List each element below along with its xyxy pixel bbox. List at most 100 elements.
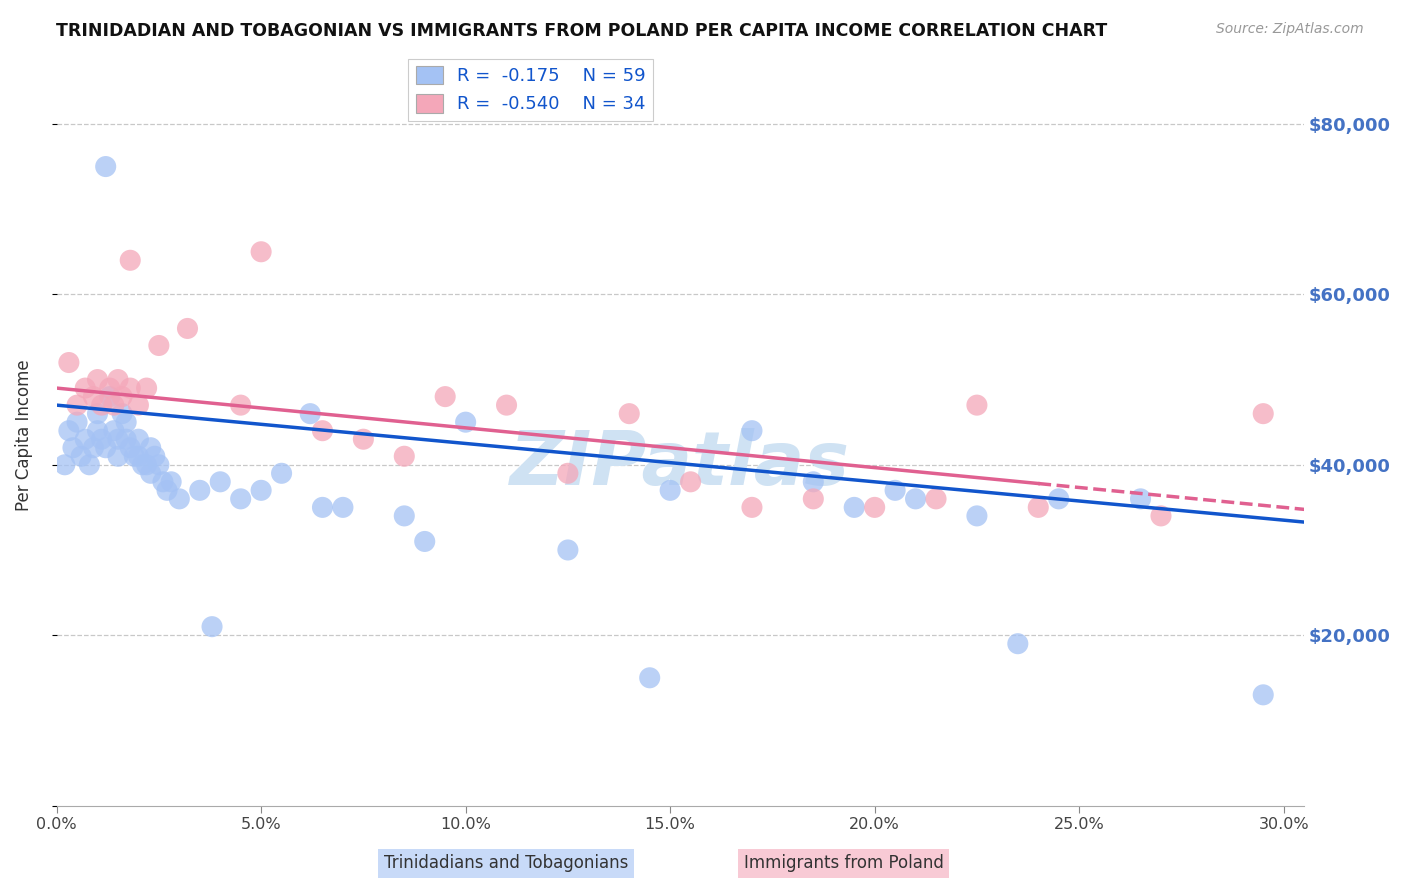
Point [638,671,661,685]
Point [90,432,112,446]
Point [250,483,273,498]
Point [127,449,149,463]
Point [1129,491,1152,506]
Point [679,475,702,489]
Point [115,415,138,429]
Point [75,432,97,446]
Point [270,467,292,481]
Point [53,458,76,472]
Point [413,534,436,549]
Point [124,449,146,463]
Point [741,500,763,515]
Point [98,390,121,404]
Point [135,381,157,395]
Text: ZIPatlas: ZIPatlas [510,428,851,501]
Text: Trinidadians and Tobagonians: Trinidadians and Tobagonians [384,855,628,872]
Point [844,500,866,515]
Text: TRINIDADIAN AND TOBAGONIAN VS IMMIGRANTS FROM POLAND PER CAPITA INCOME CORRELATI: TRINIDADIAN AND TOBAGONIAN VS IMMIGRANTS… [56,22,1108,40]
Point [135,458,157,472]
Point [94,160,117,174]
Point [169,491,191,506]
Point [966,508,988,523]
Point [111,390,134,404]
Point [90,398,112,412]
Point [801,491,824,506]
Point [103,424,125,438]
Y-axis label: Per Capita Income: Per Capita Income [15,359,32,511]
Text: Immigrants from Poland: Immigrants from Poland [744,855,943,872]
Point [75,381,97,395]
Point [884,483,907,498]
Point [1150,508,1173,523]
Point [120,253,142,268]
Legend: R =  -0.175    N = 59, R =  -0.540    N = 34: R = -0.175 N = 59, R = -0.540 N = 34 [408,59,652,120]
Point [966,398,988,412]
Point [454,415,477,429]
Point [139,467,162,481]
Point [156,483,179,498]
Point [1047,491,1070,506]
Point [79,458,101,472]
Text: Source: ZipAtlas.com: Source: ZipAtlas.com [1216,22,1364,37]
Point [299,407,322,421]
Point [229,491,252,506]
Point [58,424,80,438]
Point [111,407,134,421]
Point [58,355,80,369]
Point [311,424,333,438]
Point [925,491,948,506]
Point [120,441,142,455]
Point [176,321,198,335]
Point [659,483,682,498]
Point [115,432,138,446]
Point [557,467,579,481]
Point [434,390,457,404]
Point [495,398,517,412]
Point [94,441,117,455]
Point [107,449,129,463]
Point [801,475,824,489]
Point [107,432,129,446]
Point [103,398,125,412]
Point [201,620,224,634]
Point [86,373,108,387]
Point [148,458,170,472]
Point [120,381,142,395]
Point [250,244,273,259]
Point [127,398,149,412]
Point [352,432,374,446]
Point [188,483,211,498]
Point [66,398,89,412]
Point [1026,500,1049,515]
Point [332,500,354,515]
Point [1251,407,1274,421]
Point [66,415,89,429]
Point [229,398,252,412]
Point [98,381,121,395]
Point [82,441,104,455]
Point [107,373,129,387]
Point [1007,637,1029,651]
Point [86,424,108,438]
Point [62,441,84,455]
Point [131,458,153,472]
Point [904,491,927,506]
Point [139,441,162,455]
Point [311,500,333,515]
Point [863,500,886,515]
Point [70,449,93,463]
Point [557,543,579,558]
Point [1251,688,1274,702]
Point [160,475,183,489]
Point [143,449,166,463]
Point [209,475,232,489]
Point [82,390,104,404]
Point [394,508,416,523]
Point [394,449,416,463]
Point [152,475,174,489]
Point [127,432,149,446]
Point [619,407,641,421]
Point [741,424,763,438]
Point [86,407,108,421]
Point [148,338,170,352]
